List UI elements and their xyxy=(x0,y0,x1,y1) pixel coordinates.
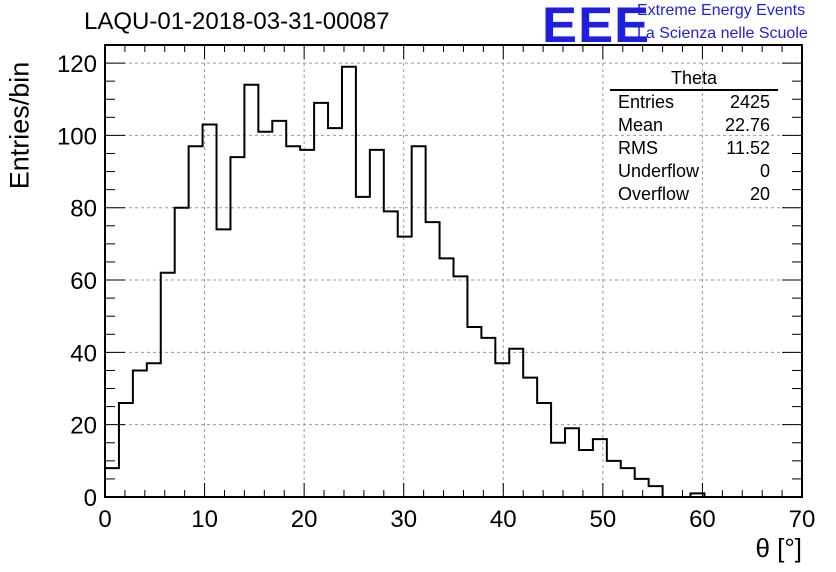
stats-row-overflow: Overflow 20 xyxy=(610,183,778,206)
histogram-bin xyxy=(690,493,704,497)
histogram-bin xyxy=(203,125,217,497)
x-tick-label: 60 xyxy=(689,506,716,533)
histogram-bin xyxy=(244,85,258,497)
histogram-bin xyxy=(175,208,189,497)
y-axis-label: Entries/bin xyxy=(4,61,35,190)
histogram-bin xyxy=(509,349,523,497)
stats-value: 2425 xyxy=(729,92,770,112)
histogram-bin xyxy=(189,146,203,497)
stats-value: 20 xyxy=(749,184,770,204)
x-axis-label: θ [°] xyxy=(755,533,802,563)
histogram-bin xyxy=(467,327,481,497)
histogram-bin xyxy=(579,450,593,497)
histogram-bin xyxy=(412,146,426,497)
histogram-bin xyxy=(523,378,537,497)
logo-subtitle-2: La Scienza nelle Scuole xyxy=(637,25,808,42)
histogram-bin xyxy=(635,479,649,497)
x-tick-label: 20 xyxy=(291,506,318,533)
y-tick-label: 120 xyxy=(57,51,97,78)
histogram-bin xyxy=(398,237,412,497)
axis-ticks xyxy=(104,45,803,498)
histogram-bin xyxy=(258,132,272,497)
histogram-outline xyxy=(104,65,802,498)
y-tick-label: 40 xyxy=(70,340,97,367)
histogram-bin xyxy=(565,428,579,497)
histogram-bin xyxy=(356,197,370,497)
histogram-bin xyxy=(300,150,314,497)
histogram-bin xyxy=(328,128,342,497)
y-tick-label: 20 xyxy=(70,413,97,440)
histogram-bin xyxy=(133,370,147,497)
chart-title: LAQU-01-2018-03-31-00087 xyxy=(84,8,390,35)
stats-row-entries: Entries 2425 xyxy=(610,91,778,114)
stats-row-underflow: Underflow 0 xyxy=(610,160,778,183)
histogram-bin xyxy=(230,157,244,497)
histogram-bin xyxy=(649,486,663,497)
stats-value: 0 xyxy=(759,161,770,181)
y-tick-label: 80 xyxy=(70,196,97,223)
histogram-bin xyxy=(370,150,384,497)
x-tick-label: 10 xyxy=(191,506,218,533)
histogram-bin xyxy=(551,443,565,497)
x-tick-label: 0 xyxy=(98,506,111,533)
y-tick-label: 60 xyxy=(70,268,97,295)
grid-lines xyxy=(105,45,802,497)
histogram-bin xyxy=(607,461,621,497)
histogram-bin xyxy=(105,468,119,497)
histogram-bin xyxy=(161,273,175,497)
y-tick-label: 100 xyxy=(57,123,97,150)
histogram-bin xyxy=(621,468,635,497)
stats-value: 22.76 xyxy=(724,115,770,135)
histogram-bin xyxy=(147,363,161,497)
x-tick-label: 40 xyxy=(490,506,517,533)
stats-label: Underflow xyxy=(618,161,700,181)
stats-title: Theta xyxy=(610,68,778,91)
stats-label: Mean xyxy=(618,115,664,135)
histogram-bin xyxy=(384,211,398,497)
logo-subtitle-1: Extreme Energy Events xyxy=(637,2,806,19)
histogram-bin xyxy=(440,258,454,497)
histogram-bin xyxy=(481,338,495,497)
x-tick-label: 50 xyxy=(590,506,617,533)
histogram-bin xyxy=(286,146,300,497)
histogram-bin xyxy=(314,103,328,497)
plot-frame xyxy=(104,44,803,498)
stats-value: 11.52 xyxy=(726,138,770,158)
x-tick-label: 30 xyxy=(390,506,417,533)
histogram-bin xyxy=(119,403,133,497)
stats-label: Entries xyxy=(618,92,675,112)
histogram-bin xyxy=(272,121,286,497)
stats-box: Theta Entries 2425 Mean 22.76 RMS 11.52 … xyxy=(610,68,778,206)
histogram-bin xyxy=(537,403,551,497)
stats-row-mean: Mean 22.76 xyxy=(610,114,778,137)
histogram-bin xyxy=(217,229,231,497)
stats-label: RMS xyxy=(618,138,658,158)
histogram-bin xyxy=(593,439,607,497)
x-tick-label: 70 xyxy=(789,506,816,533)
y-tick-label: 0 xyxy=(84,485,97,512)
histogram-bin xyxy=(495,363,509,497)
histogram-bin xyxy=(342,67,356,497)
stats-row-rms: RMS 11.52 xyxy=(610,137,778,160)
eee-logo: EEE xyxy=(542,0,651,53)
tick-labels: 0 10 20 30 40 50 60 70 0 20 40 60 80 100 120 xyxy=(57,51,815,533)
histogram-bin xyxy=(454,276,468,497)
histogram-bin xyxy=(426,222,440,497)
stats-label: Overflow xyxy=(618,184,690,204)
